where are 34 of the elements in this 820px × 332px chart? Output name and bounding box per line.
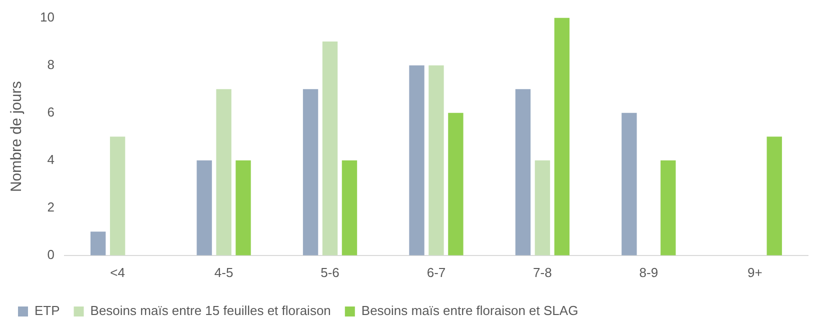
legend-label: ETP: [34, 303, 60, 318]
bar: [534, 160, 550, 256]
x-tick-label: 8-9: [639, 264, 658, 280]
x-tick-label: 4-5: [214, 264, 234, 280]
bar: [660, 160, 676, 256]
bar: [554, 18, 570, 256]
bar: [448, 112, 464, 256]
bar: [428, 65, 444, 256]
legend-label: Besoins maïs entre 15 feuilles et floraison: [90, 303, 331, 318]
bar: [409, 65, 424, 256]
bar: [216, 89, 232, 256]
x-tick-label: 5-6: [320, 264, 340, 280]
y-tick-label: 2: [47, 199, 54, 214]
bar: [90, 232, 106, 256]
x-tick-label: 7-8: [533, 264, 552, 280]
x-tick-label: 6-7: [426, 264, 446, 280]
bar: [622, 112, 637, 256]
y-tick-label: 10: [40, 9, 54, 24]
y-tick-label: 6: [47, 104, 54, 120]
y-tick-label: 0: [47, 246, 54, 262]
bar: [196, 160, 212, 256]
bar: [766, 136, 782, 256]
y-axis-title: Nombre de jours: [8, 81, 26, 192]
bar: [342, 160, 358, 256]
y-tick-label: 4: [47, 152, 54, 167]
y-tick-label: 8: [47, 56, 54, 72]
x-tick-label: <4: [110, 264, 125, 280]
bar: [515, 89, 531, 256]
x-tick-label: 9+: [747, 264, 762, 280]
bar: [110, 136, 126, 256]
legend-label: Besoins maïs entre floraison et SLAG: [361, 303, 578, 318]
bar: [302, 89, 318, 256]
bar: [322, 42, 338, 256]
bar: [236, 160, 251, 256]
